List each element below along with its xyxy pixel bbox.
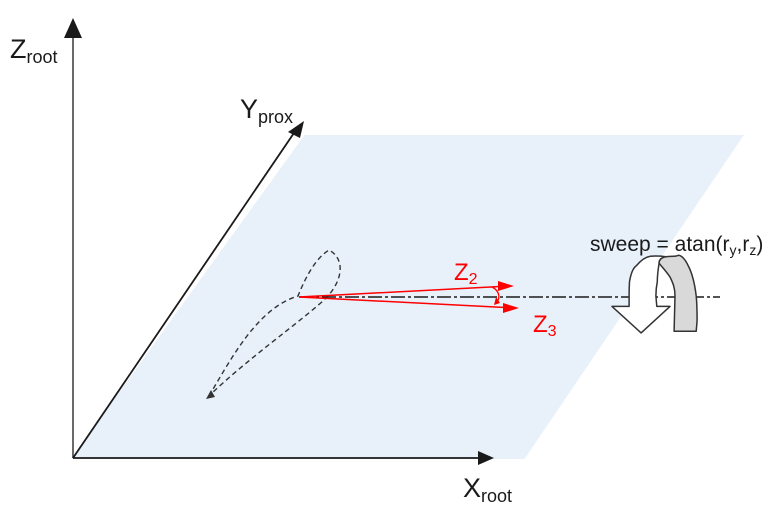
svg-text:Xroot: Xroot — [463, 473, 512, 506]
svg-text:sweep = atan(ry,rz): sweep = atan(ry,rz) — [590, 233, 763, 258]
svg-text:Yprox: Yprox — [240, 94, 293, 127]
svg-text:Zroot: Zroot — [10, 34, 58, 67]
